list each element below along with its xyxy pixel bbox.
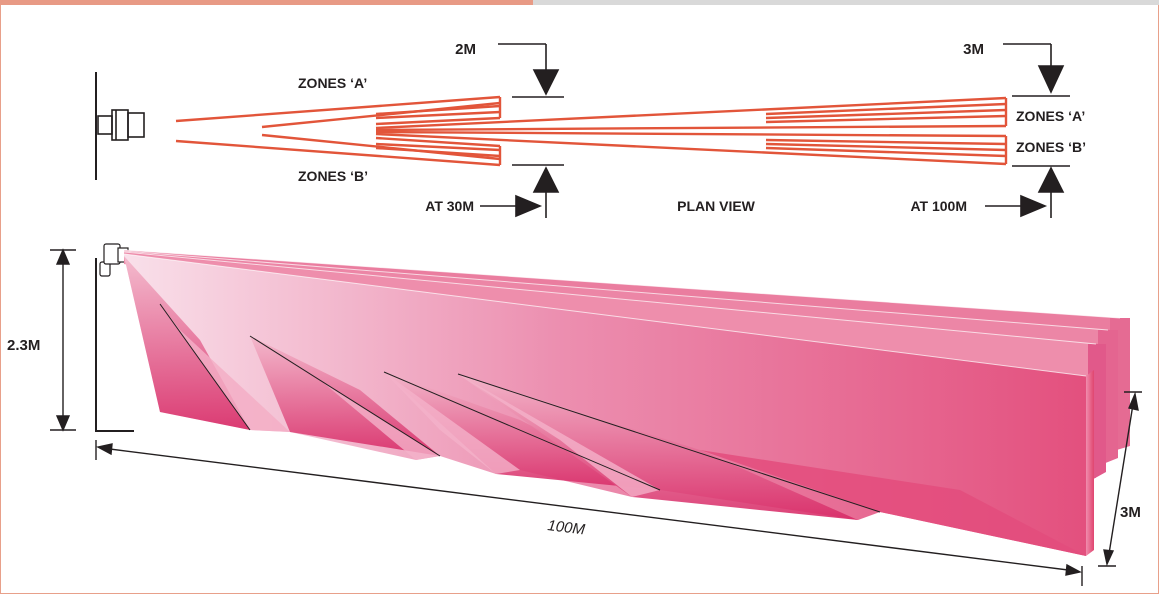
label-3m: 3M: [963, 41, 984, 58]
beam-volume: [123, 249, 1130, 556]
wedge-2b: [250, 336, 440, 460]
label-zones-b-left: ZONES ‘B’: [298, 168, 368, 184]
wedge-4b: [458, 374, 660, 497]
wedge-3b: [384, 372, 520, 474]
beam-sensor-icon: [97, 109, 145, 141]
perspective-view: 2.3M: [7, 243, 1142, 586]
dimension-3m: [985, 43, 1070, 218]
label-zones-b-right: ZONES ‘B’: [1016, 139, 1086, 155]
plan-view-title: PLAN VIEW: [677, 198, 756, 214]
side-sensor-icon: [99, 243, 129, 277]
dimension-2m: [480, 43, 564, 218]
wedge-4: [458, 374, 858, 520]
plan-view: 2M 3M ZONES ‘A’ ZONES ‘B’ ZONES ‘A’ ZONE…: [95, 41, 1086, 218]
dimension-height: [50, 248, 76, 432]
label-width: 3M: [1120, 504, 1141, 521]
dimension-width: [1098, 391, 1142, 567]
plan-beam-lines: [175, 95, 1008, 167]
wedge-5: [700, 450, 1086, 556]
label-length: 100M: [547, 517, 587, 539]
label-height: 2.3M: [7, 337, 40, 354]
dimension-length: [95, 440, 1083, 586]
top-accent-bar: [0, 0, 1159, 5]
label-zones-a-right: ZONES ‘A’: [1016, 108, 1085, 124]
label-at-30m: AT 30M: [425, 198, 474, 214]
label-at-100m: AT 100M: [910, 198, 967, 214]
label-zones-a-left: ZONES ‘A’: [298, 75, 367, 91]
beam-end-front: [1086, 370, 1094, 556]
label-2m: 2M: [455, 41, 476, 58]
